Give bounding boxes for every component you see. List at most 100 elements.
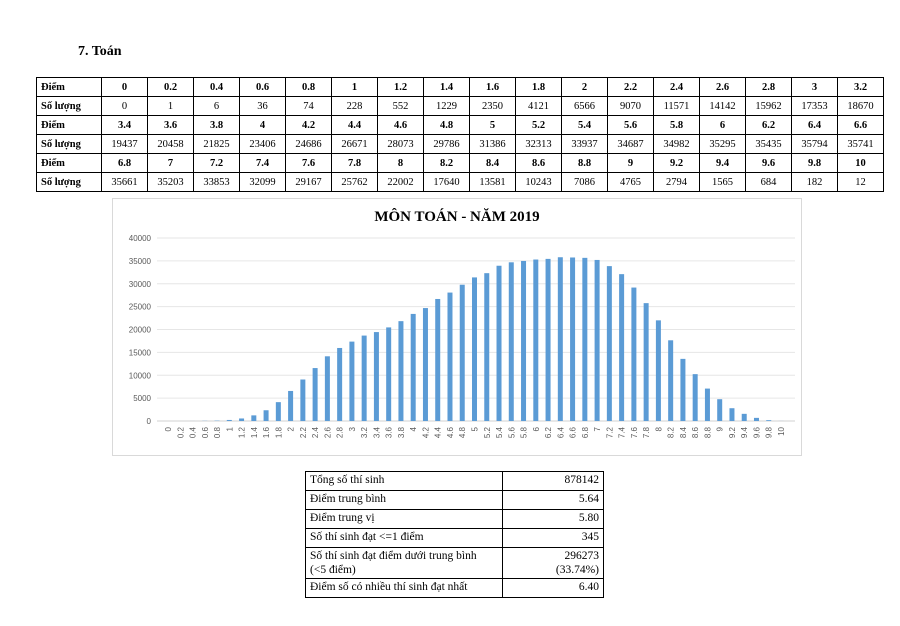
score-cell: 7.6 xyxy=(285,153,332,173)
x-tick-label: 9 xyxy=(716,426,725,431)
row-label: Số lượng xyxy=(36,96,102,116)
count-cell: 6566 xyxy=(561,96,608,116)
bar xyxy=(496,265,502,421)
stat-text: Điểm trung bình xyxy=(310,493,387,505)
count-cell: 35794 xyxy=(791,134,838,154)
x-tick-label: 2.4 xyxy=(311,426,320,438)
stat-label: Điểm trung vị xyxy=(305,509,503,529)
score-cell: 8.6 xyxy=(515,153,562,173)
row-label: Điểm xyxy=(36,153,102,173)
score-cell: 5.8 xyxy=(653,115,700,135)
x-tick-label: 0.6 xyxy=(201,426,210,438)
stat-text: Tổng số thí sinh xyxy=(310,474,385,486)
count-cell: 0 xyxy=(101,96,148,116)
count-cell: 31386 xyxy=(469,134,516,154)
count-cell: 32099 xyxy=(239,172,286,192)
score-cell: 5.6 xyxy=(607,115,654,135)
bar xyxy=(275,402,281,421)
bar xyxy=(655,320,661,421)
count-cell: 9070 xyxy=(607,96,654,116)
bar xyxy=(239,418,245,421)
bar xyxy=(606,266,612,421)
score-row: Điểm 3.4 3.6 3.8 4 4.2 4.4 4.6 4.8 5 5.2 5.4 5.6 5.8 6… xyxy=(36,115,884,135)
count-cell: 6 xyxy=(193,96,240,116)
y-tick-label: 25000 xyxy=(129,303,152,312)
row-label: Điểm xyxy=(36,77,102,97)
x-tick-label: 9.8 xyxy=(765,426,774,438)
x-tick-label: 0.4 xyxy=(189,426,198,438)
count-cell: 552 xyxy=(377,96,424,116)
count-cell: 18670 xyxy=(837,96,884,116)
x-tick-label: 4.6 xyxy=(446,426,455,438)
stat-text: 5.80 xyxy=(578,512,599,524)
bar xyxy=(324,356,330,421)
count-row: Số lượng 0 1 6 36 74 228 552 1229 2350 4121 6566 907… xyxy=(36,96,884,116)
score-cell: 8 xyxy=(377,153,424,173)
stat-text: Điểm số có nhiều thí sinh đạt nhất xyxy=(310,581,468,593)
y-tick-label: 5000 xyxy=(133,394,151,403)
count-cell: 4121 xyxy=(515,96,562,116)
count-cell: 24686 xyxy=(285,134,332,154)
row-label: Số lượng xyxy=(36,172,102,192)
score-distribution-table: Điểm 0 0.2 0.4 0.6 0.8 1 1.2 1.4 1.6 1.8 2 2.2 2.4 2.6… xyxy=(36,77,884,192)
score-cell: 0.8 xyxy=(285,77,332,97)
bar xyxy=(582,257,588,421)
x-tick-label: 6.8 xyxy=(581,426,590,438)
bar xyxy=(631,287,637,421)
x-tick-label: 7.4 xyxy=(618,426,627,438)
count-cell: 35741 xyxy=(837,134,884,154)
x-tick-label: 0 xyxy=(164,426,173,431)
count-cell: 28073 xyxy=(377,134,424,154)
row-label: Điểm xyxy=(36,115,102,135)
score-cell: 9 xyxy=(607,153,654,173)
score-cell: 7.2 xyxy=(193,153,240,173)
score-row: Điểm 6.8 7 7.2 7.4 7.6 7.8 8 8.2 8.4 8.6 8.8 9 9.2 9.4… xyxy=(36,153,884,173)
score-cell: 7.8 xyxy=(331,153,378,173)
bar xyxy=(361,335,367,421)
stat-text: (33.74%) xyxy=(555,564,599,576)
count-cell: 4765 xyxy=(607,172,654,192)
score-cell: 0.6 xyxy=(239,77,286,97)
stat-label: Số thí sinh đạt <=1 điểm xyxy=(305,528,503,548)
stat-label: Điểm số có nhiều thí sinh đạt nhất xyxy=(305,578,503,598)
score-cell: 8.4 xyxy=(469,153,516,173)
score-chart: 0 5000 10000 15000 20000 25000 30000 35000 40000… xyxy=(112,198,802,456)
section-heading: 7. Toán xyxy=(78,44,122,59)
x-tick-label: 3.4 xyxy=(372,426,381,438)
count-cell: 23406 xyxy=(239,134,286,154)
bar xyxy=(704,388,710,421)
x-tick-label: 6.4 xyxy=(556,426,565,438)
x-tick-label: 1 xyxy=(225,426,234,431)
bar xyxy=(435,298,441,421)
bar xyxy=(668,340,674,421)
x-tick-label: 9.2 xyxy=(728,426,737,438)
bar xyxy=(729,408,735,421)
x-tick-label: 0.2 xyxy=(176,426,185,438)
count-cell: 25762 xyxy=(331,172,378,192)
x-tick-label: 8.4 xyxy=(679,426,688,438)
y-tick-label: 30000 xyxy=(129,280,152,289)
count-cell: 35203 xyxy=(147,172,194,192)
x-tick-label: 7.6 xyxy=(630,426,639,438)
bar xyxy=(300,379,306,421)
count-cell: 228 xyxy=(331,96,378,116)
stat-text: 878142 xyxy=(564,474,600,486)
score-cell: 1 xyxy=(331,77,378,97)
stat-value: 345 xyxy=(502,528,604,548)
count-cell: 20458 xyxy=(147,134,194,154)
x-tick-label: 10 xyxy=(777,426,786,435)
y-tick-label: 10000 xyxy=(129,371,152,380)
count-cell: 182 xyxy=(791,172,838,192)
stat-row: Điểm trung vị 5.80 xyxy=(305,509,604,529)
x-tick-label: 6.2 xyxy=(544,426,553,438)
bar xyxy=(557,257,563,421)
bar xyxy=(753,417,759,421)
count-cell: 22002 xyxy=(377,172,424,192)
count-cell: 33937 xyxy=(561,134,608,154)
bar xyxy=(386,327,392,421)
score-cell: 4.4 xyxy=(331,115,378,135)
score-cell: 9.8 xyxy=(791,153,838,173)
stat-label: Điểm trung bình xyxy=(305,490,503,510)
x-tick-label: 2.6 xyxy=(323,426,332,438)
count-cell: 19437 xyxy=(101,134,148,154)
